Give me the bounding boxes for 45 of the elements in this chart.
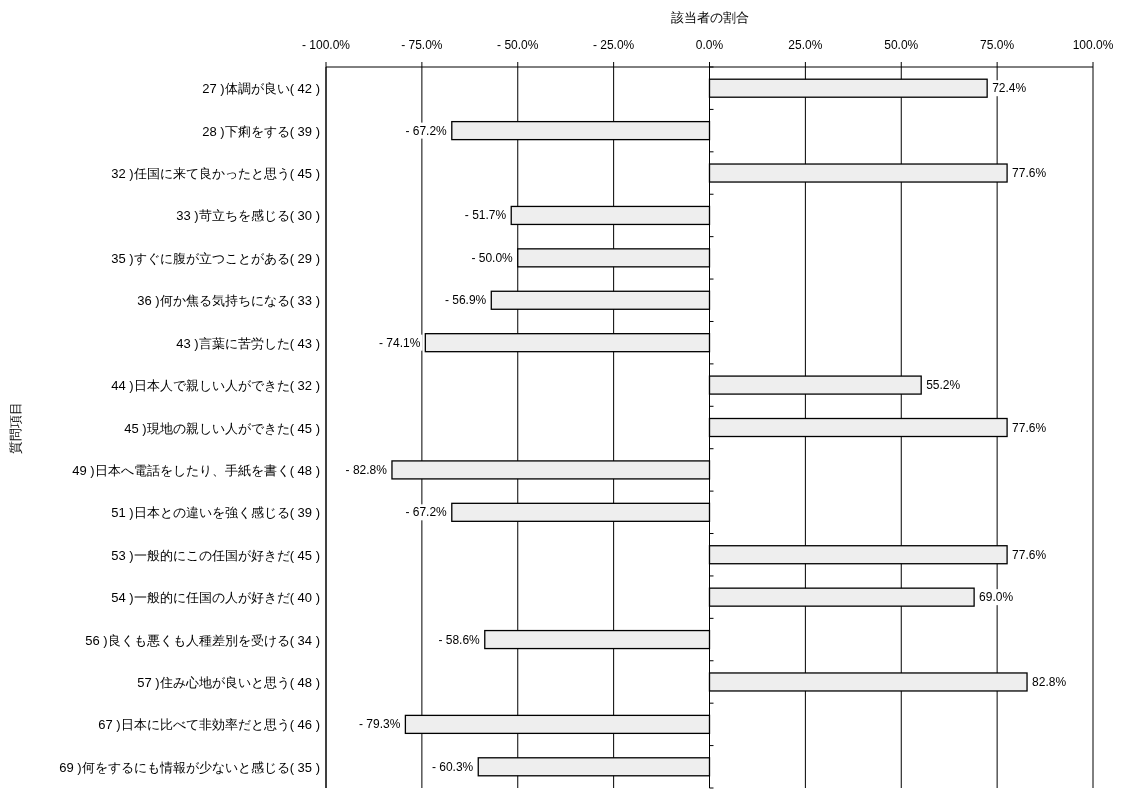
y-tick-label: 28 )下痢をする( 39 ) — [202, 123, 320, 139]
data-label: 77.6% — [1012, 547, 1047, 562]
data-label: 72.4% — [992, 81, 1027, 96]
x-tick-label: - 75.0% — [401, 38, 443, 52]
data-label: - 67.2% — [405, 505, 448, 520]
x-tick-label: - 100.0% — [301, 38, 351, 52]
y-tick-label: 49 )日本へ電話をしたり、手紙を書く( 48 ) — [72, 462, 320, 478]
data-label: - 67.2% — [405, 123, 448, 138]
x-tick-label: 25.0% — [788, 38, 823, 52]
y-tick-label: 44 )日本人で親しい人ができた( 32 ) — [111, 378, 320, 394]
y-tick-label: 51 )日本との違いを強く感じる( 39 ) — [111, 505, 320, 521]
data-label: 77.6% — [1012, 420, 1047, 435]
data-label: 82.8% — [1032, 674, 1067, 689]
y-axis-title: 質問項目 — [8, 401, 23, 454]
data-label: 69.0% — [979, 590, 1014, 605]
data-label: - 74.1% — [378, 335, 421, 350]
x-tick-label: 100.0% — [1072, 38, 1114, 52]
x-tick-label: - 25.0% — [592, 38, 635, 52]
x-tick-label: 0.0% — [695, 38, 724, 52]
y-tick-label: 35 )すぐに腹が立つことがある( 29 ) — [111, 250, 320, 266]
x-tick-label: - 50.0% — [497, 38, 539, 52]
y-tick-label: 27 )体調が良い( 42 ) — [202, 81, 320, 97]
data-label: - 50.0% — [471, 250, 514, 265]
data-label: - 79.3% — [359, 717, 401, 732]
y-tick-label: 36 )何か焦る気持ちになる( 33 ) — [137, 293, 320, 309]
y-tick-label: 32 )任国に来て良かったと思う( 45 ) — [111, 166, 320, 182]
data-label: 77.6% — [1012, 166, 1047, 181]
data-label: 55.2% — [926, 378, 961, 393]
x-tick-label: 75.0% — [980, 38, 1015, 52]
y-tick-label: 33 )苛立ちを感じる( 30 ) — [176, 208, 320, 224]
data-label: - 56.9% — [444, 293, 487, 308]
x-tick-label: 50.0% — [884, 38, 919, 52]
y-tick-label: 43 )言葉に苦労した( 43 ) — [176, 335, 320, 351]
data-label: - 51.7% — [464, 208, 507, 223]
y-tick-label: 69 )何をするにも情報が少ないと感じる( 35 ) — [59, 759, 320, 775]
y-tick-label: 54 )一般的に任国の人が好きだ( 40 ) — [111, 590, 320, 606]
data-label: - 58.6% — [438, 632, 481, 647]
data-label: - 60.3% — [431, 759, 474, 774]
y-tick-label: 56 )良くも悪くも人種差別を受ける( 34 ) — [85, 632, 320, 648]
y-tick-label: 57 )住み心地が良いと思う( 48 ) — [137, 674, 320, 690]
y-tick-label: 45 )現地の親しい人ができた( 45 ) — [124, 420, 320, 436]
y-tick-label: 67 )日本に比べて非効率だと思う( 46 ) — [98, 717, 320, 733]
data-label: - 82.8% — [345, 462, 388, 477]
x-axis-title: 該当者の割合 — [670, 10, 749, 25]
y-tick-label: 53 )一般的にこの任国が好きだ( 45 ) — [111, 547, 320, 563]
